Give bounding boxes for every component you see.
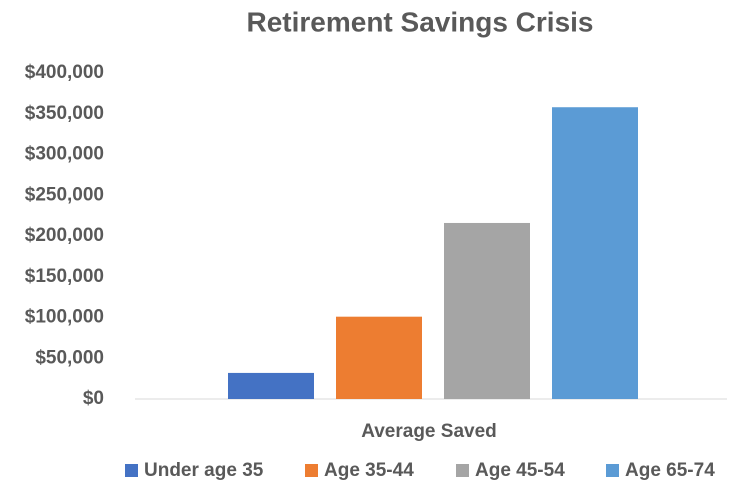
legend-label: Under age 35 bbox=[144, 460, 264, 481]
y-tick-label: $250,000 bbox=[25, 184, 104, 205]
y-tick-label: $0 bbox=[83, 388, 104, 409]
legend-swatch bbox=[305, 464, 318, 477]
x-tick-label: Average Saved bbox=[361, 421, 497, 442]
bar bbox=[336, 316, 422, 399]
y-tick-label: $100,000 bbox=[25, 307, 104, 328]
bar bbox=[444, 222, 530, 399]
legend-label: Age 65-74 bbox=[625, 460, 715, 481]
y-tick-label: $50,000 bbox=[35, 347, 104, 368]
bar bbox=[552, 107, 638, 399]
legend-label: Age 45-54 bbox=[475, 460, 565, 481]
legend-label: Age 35-44 bbox=[324, 460, 414, 481]
legend-swatch bbox=[456, 464, 469, 477]
legend-swatch bbox=[125, 464, 138, 477]
bar bbox=[228, 372, 314, 399]
legend-swatch bbox=[606, 464, 619, 477]
chart-title: Retirement Savings Crisis bbox=[246, 6, 593, 37]
y-tick-label: $350,000 bbox=[25, 103, 104, 124]
y-tick-label: $300,000 bbox=[25, 144, 104, 165]
y-tick-label: $400,000 bbox=[25, 62, 104, 83]
y-tick-label: $200,000 bbox=[25, 225, 104, 246]
y-tick-label: $150,000 bbox=[25, 266, 104, 287]
